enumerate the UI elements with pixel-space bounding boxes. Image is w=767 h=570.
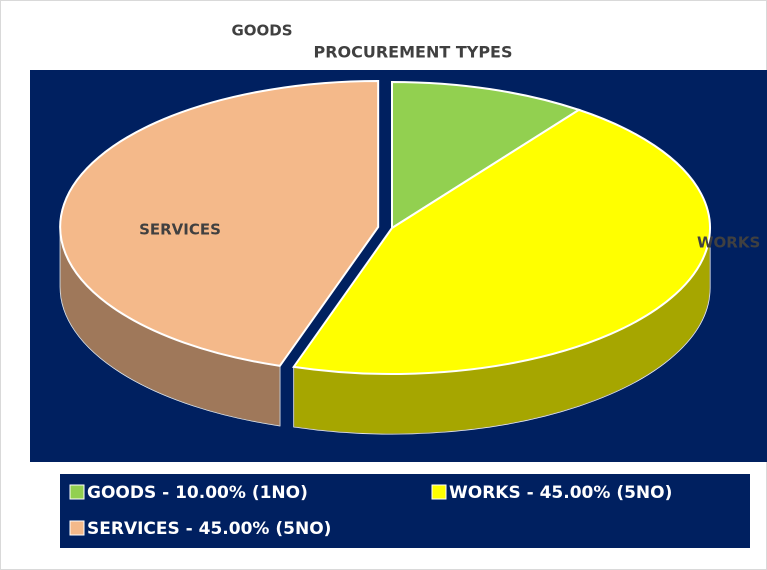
legend-label: SERVICES - 45.00% (5NO) <box>87 519 331 539</box>
legend-label: WORKS - 45.00% (5NO) <box>449 483 672 503</box>
pie <box>59 79 711 435</box>
slice <box>291 108 711 375</box>
legend-swatch <box>69 484 85 500</box>
data-label: WORKS <box>697 234 760 252</box>
legend-label: GOODS - 10.00% (1NO) <box>87 483 308 503</box>
slice-side-shade <box>60 226 280 426</box>
slice-side-shade <box>293 228 710 434</box>
legend-swatch <box>69 520 85 536</box>
data-label: SERVICES <box>139 221 221 239</box>
legend-swatch <box>431 484 447 500</box>
slice <box>391 80 582 230</box>
slice <box>59 79 380 367</box>
legend-box <box>60 474 750 548</box>
data-label: GOODS <box>231 22 292 40</box>
chart-title: PROCUREMENT TYPES <box>313 43 512 62</box>
